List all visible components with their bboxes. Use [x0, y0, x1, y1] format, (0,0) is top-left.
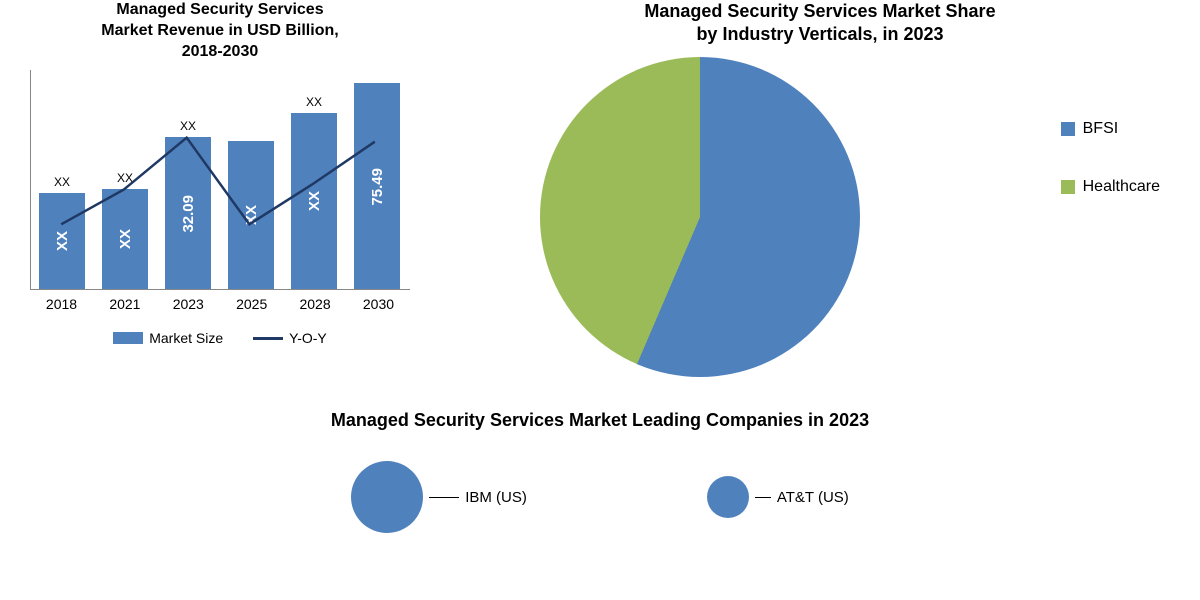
title-line: Managed Security Services Market Share [644, 1, 995, 21]
bubble-icon [707, 476, 749, 518]
title-line: Market Revenue in USD Billion, [101, 22, 338, 39]
pie-chart [540, 57, 860, 377]
legend-yoy: Y-O-Y [253, 330, 327, 346]
bar-top-label: XX [306, 95, 322, 109]
legend-swatch-icon [253, 337, 283, 340]
legend-label: Market Size [149, 330, 223, 346]
bar-value: XX [117, 229, 134, 249]
company-bubbles: IBM (US) AT&T (US) [0, 461, 1200, 533]
x-label: 2023 [157, 296, 220, 312]
bubble-ibm: IBM (US) [351, 461, 527, 533]
x-label: 2021 [93, 296, 156, 312]
bar-top-label: XX [54, 175, 70, 189]
companies-panel: Managed Security Services Market Leading… [0, 400, 1200, 600]
top-row: Managed Security Services Market Revenue… [0, 0, 1200, 400]
bar-value: XX [306, 191, 323, 211]
bubble-att: AT&T (US) [707, 476, 849, 518]
bar-chart-legend: Market Size Y-O-Y [20, 330, 420, 346]
bar-value: XX [54, 231, 71, 251]
bar-top-label: XX [117, 171, 133, 185]
bar-2023: XX 32.09 [165, 137, 211, 289]
pie-legend-healthcare: Healthcare [1061, 178, 1160, 196]
pie-chart-title: Managed Security Services Market Share b… [460, 0, 1180, 47]
legend-label: BFSI [1083, 120, 1119, 138]
pie-legend-bfsi: BFSI [1061, 120, 1160, 138]
x-label: 2025 [220, 296, 283, 312]
x-axis-labels: 2018 2021 2023 2025 2028 2030 [30, 296, 410, 312]
title-line: 2018-2030 [182, 43, 259, 60]
bubble-label: IBM (US) [465, 489, 527, 506]
legend-market-size: Market Size [113, 330, 223, 346]
title-line: Managed Security Services [116, 1, 323, 18]
pie-wrap [540, 57, 860, 377]
bar-value: 75.49 [369, 168, 386, 206]
bar-value: 32.09 [180, 195, 197, 233]
legend-swatch-icon [113, 332, 143, 344]
x-label: 2028 [284, 296, 347, 312]
x-label: 2018 [30, 296, 93, 312]
pie-legend: BFSI Healthcare [1061, 120, 1160, 236]
bar-2030: 75.49 [354, 83, 400, 289]
bar-2025: XX [228, 141, 274, 289]
bar-top-label: XX [180, 119, 196, 133]
pie-chart-panel: Managed Security Services Market Share b… [440, 0, 1200, 400]
bar-2028: XX XX [291, 113, 337, 289]
bubble-label: AT&T (US) [777, 489, 849, 506]
companies-title: Managed Security Services Market Leading… [0, 410, 1200, 431]
bar-2021: XX XX [102, 189, 148, 289]
revenue-chart-title: Managed Security Services Market Revenue… [20, 0, 420, 62]
legend-label: Y-O-Y [289, 330, 327, 346]
leader-line-icon [755, 497, 771, 498]
x-label: 2030 [347, 296, 410, 312]
legend-swatch-icon [1061, 180, 1075, 194]
legend-swatch-icon [1061, 122, 1075, 136]
bar-2018: XX XX [39, 193, 85, 289]
bubble-icon [351, 461, 423, 533]
revenue-chart-panel: Managed Security Services Market Revenue… [0, 0, 440, 400]
bar-chart-plot: XX XX XX XX XX 32.09 XX XX XX [30, 70, 410, 290]
legend-label: Healthcare [1083, 178, 1160, 196]
leader-line-icon [429, 497, 459, 498]
bar-value: XX [243, 205, 260, 225]
infographic-container: Managed Security Services Market Revenue… [0, 0, 1200, 600]
title-line: by Industry Verticals, in 2023 [696, 24, 943, 44]
